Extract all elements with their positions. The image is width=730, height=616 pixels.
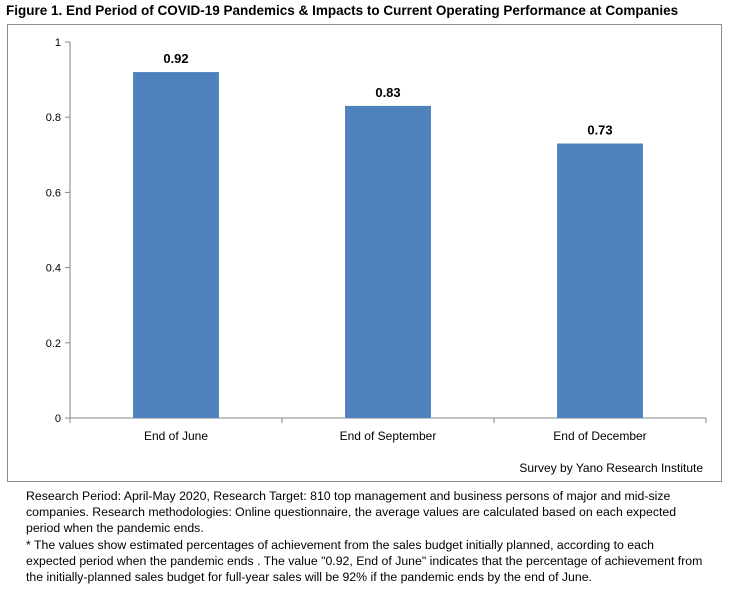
- values-note: * The values show estimated percentages …: [26, 537, 703, 585]
- y-axis-ticks: 0 0.2 0.4 0.6 0.8 1: [46, 37, 70, 425]
- y-tick-label: 0.2: [46, 338, 61, 350]
- y-tick-label: 1: [55, 37, 61, 49]
- bar-series: [133, 72, 643, 419]
- y-tick-label: 0: [55, 413, 61, 425]
- data-label-3: 0.73: [587, 123, 612, 138]
- bar-chart: 00.20.40.60.81 0.920.830.73 End of June E…: [46, 37, 707, 443]
- bar-2: [345, 105, 431, 419]
- y-tick-label: 0.8: [46, 112, 61, 124]
- data-label-1: 0.92: [163, 51, 188, 66]
- chart-frame: 0 0.2 0.4 0.6 0.8 1 0.92 0.83 0.73 End of June E…: [7, 24, 722, 482]
- bar-3: [557, 143, 643, 418]
- bar-1: [133, 72, 219, 418]
- data-label-2: 0.83: [375, 85, 400, 100]
- category-label-2: End of September: [340, 429, 437, 443]
- data-labels: 0.92 0.83 0.73: [163, 51, 612, 137]
- chart-notes: Research Period: April-May 2020, Researc…: [26, 488, 706, 585]
- research-note: Research Period: April-May 2020, Researc…: [26, 489, 677, 536]
- x-axis-categories: End of June End of September End of Decemb…: [144, 429, 647, 443]
- category-label-1: End of June: [144, 429, 208, 443]
- survey-credit: Survey by Yano Research Institute: [519, 461, 703, 475]
- category-label-3: End of December: [553, 429, 646, 443]
- figure-title: Figure 1. End Period of COVID-19 Pandemi…: [6, 3, 679, 18]
- y-tick-label: 0.6: [46, 187, 61, 199]
- y-tick-label: 0.4: [46, 263, 61, 275]
